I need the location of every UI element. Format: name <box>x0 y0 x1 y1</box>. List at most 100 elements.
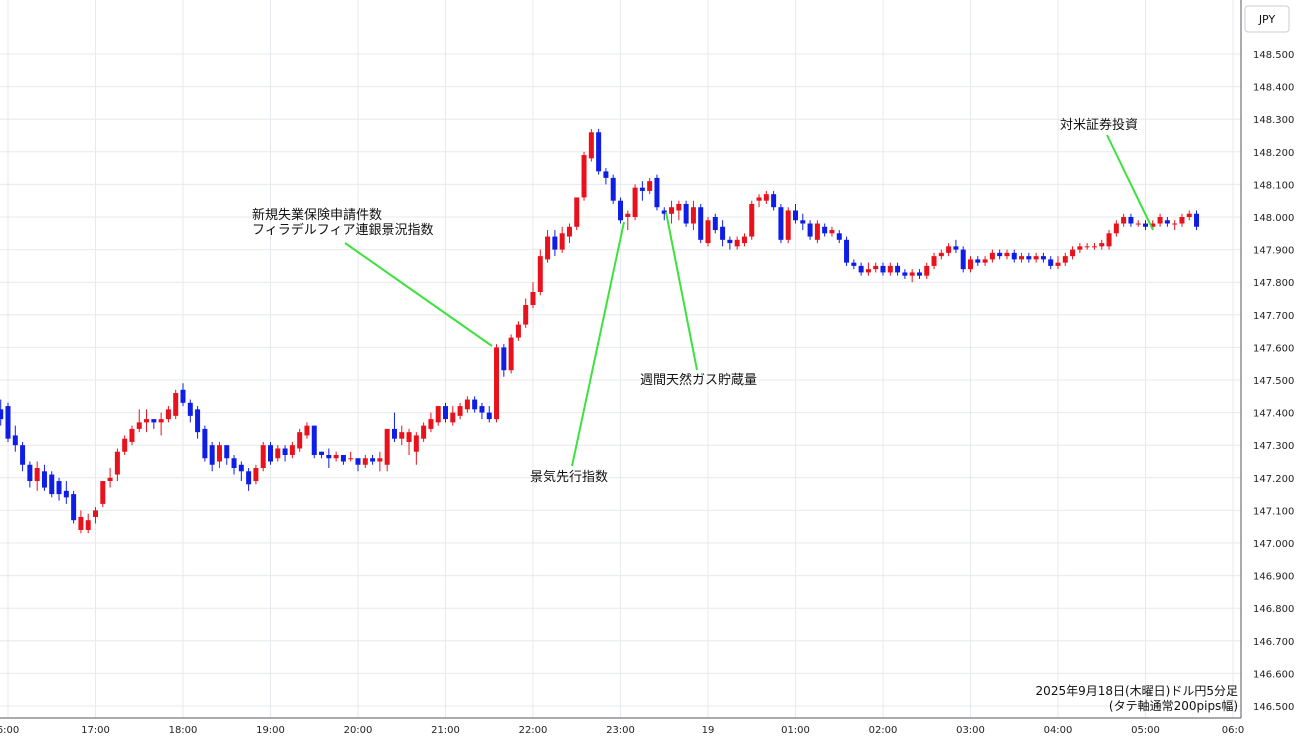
candle-body <box>216 445 222 462</box>
y-tick-label: 147.800 <box>1253 278 1294 289</box>
candle-body <box>1121 217 1127 224</box>
candle-body <box>545 236 551 260</box>
candle <box>1004 249 1010 260</box>
candle <box>253 464 259 485</box>
candle <box>1106 230 1112 250</box>
candle-body <box>946 246 952 253</box>
y-tick-label: 148.500 <box>1253 50 1294 61</box>
candle-body <box>654 177 660 208</box>
candle <box>515 321 521 341</box>
candle <box>625 210 631 231</box>
candle <box>129 425 135 446</box>
candle <box>319 451 325 459</box>
candle <box>391 412 397 442</box>
candle-body <box>880 265 886 273</box>
candle-body <box>144 419 150 423</box>
annotation: 対米証券投資 <box>1060 117 1154 231</box>
candle <box>844 236 850 266</box>
candle <box>187 399 193 423</box>
candle-body <box>632 187 638 217</box>
candle <box>1019 252 1025 263</box>
candle-body <box>1143 223 1148 227</box>
candle-body <box>1040 256 1046 260</box>
candle-body <box>114 451 120 475</box>
candle-body <box>1062 256 1068 263</box>
candle <box>683 200 689 227</box>
candle-body <box>49 474 55 495</box>
candle-body <box>676 203 682 211</box>
candle-body <box>311 425 317 455</box>
x-tick-label: 03:00 <box>956 725 985 736</box>
caption-line-1: 2025年9月18日(木曜日)ドル円5分足 <box>1036 684 1238 698</box>
candle-body <box>916 272 922 276</box>
caption-line-2: (タテ軸通常200pips幅) <box>1109 698 1238 713</box>
candle-body <box>763 194 769 201</box>
annotation-label: 週間天然ガス貯蔵量 <box>640 372 757 388</box>
candle-body <box>238 464 244 472</box>
annotation: 週間天然ガス貯蔵量 <box>640 211 757 388</box>
y-tick-label: 147.400 <box>1253 409 1294 420</box>
candle-body <box>982 259 988 263</box>
candle-body <box>1084 246 1090 248</box>
candle-body <box>1164 220 1170 224</box>
candle <box>807 220 813 240</box>
candle <box>727 236 733 250</box>
candle <box>741 233 747 247</box>
candle <box>93 507 98 524</box>
candle <box>1172 220 1178 231</box>
candle <box>333 451 339 462</box>
y-tick-label: 147.900 <box>1253 246 1294 257</box>
candle-body <box>559 233 565 250</box>
annotation-line <box>1106 134 1154 231</box>
candle-body <box>596 132 602 172</box>
candle-body <box>683 203 689 224</box>
x-tick-label: 19 <box>702 725 715 736</box>
annotation-label: 景気先行指数 <box>530 469 608 485</box>
candle <box>158 412 164 436</box>
candle <box>114 448 120 482</box>
candle <box>107 468 113 488</box>
candle <box>873 262 879 273</box>
candle <box>78 510 84 534</box>
candle <box>20 441 26 472</box>
y-tick-label: 146.700 <box>1253 637 1294 648</box>
candle <box>566 223 572 244</box>
candle-body <box>253 468 259 482</box>
candle <box>785 207 791 244</box>
candle-body <box>873 265 879 270</box>
candle-body <box>997 252 1003 257</box>
candle-body <box>931 256 937 266</box>
candle <box>1055 256 1061 270</box>
candle <box>238 461 244 482</box>
candle <box>195 406 201 439</box>
candle <box>413 432 419 465</box>
candle <box>559 226 565 253</box>
candle <box>384 428 390 472</box>
x-tick-label: 05:00 <box>1131 725 1160 736</box>
candle <box>326 448 332 469</box>
candle <box>435 406 441 426</box>
candle-body <box>581 155 587 198</box>
candle-body <box>63 490 69 498</box>
candle <box>523 298 529 328</box>
candle-body <box>319 451 325 455</box>
x-tick-label: 06:0 <box>1222 725 1244 736</box>
annotation-label: フィラデルフィア連銀景況指数 <box>252 222 433 238</box>
candle-body <box>464 399 470 410</box>
x-tick-label: 04:00 <box>1044 725 1073 736</box>
candle <box>690 200 696 231</box>
candle <box>639 181 645 201</box>
candle <box>100 481 106 508</box>
candle <box>12 425 18 452</box>
candle-body <box>27 464 33 482</box>
x-tick-label: 19:00 <box>256 725 285 736</box>
candle <box>596 128 602 175</box>
y-tick-label: 146.600 <box>1253 669 1294 680</box>
candle-body <box>275 448 281 459</box>
candle-body <box>712 217 718 231</box>
candle <box>479 402 485 420</box>
candle <box>1011 249 1017 263</box>
candle-body <box>566 226 572 237</box>
candle <box>34 461 40 491</box>
